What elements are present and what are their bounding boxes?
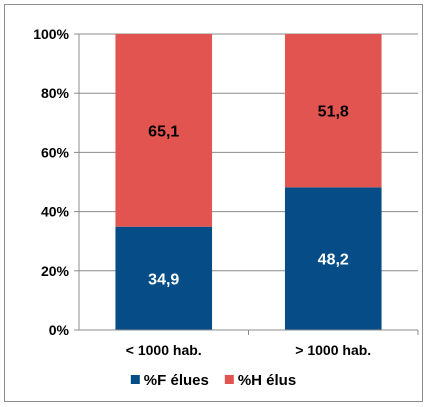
legend: %F élues %H élus [130,372,296,389]
chart-frame: 0% 20% 40% 60% 80% 100% < 1000 hab. > 1000 hab.… [4,4,423,402]
y-tick-label-60: 60% [41,144,70,160]
data-label-h-0: 65,1 [148,123,179,140]
bars [115,34,382,330]
legend-label-h: %H élus [238,372,296,389]
legend-swatch-f [130,375,140,384]
x-category-label-1: > 1000 hab. [295,342,371,358]
data-label-h-1: 51,8 [318,104,349,121]
y-tick-label-20: 20% [41,263,70,279]
y-tick-label-40: 40% [41,204,70,220]
legend-label-f: %F élues [144,372,209,389]
data-label-f-1: 48,2 [318,252,349,269]
y-tick-label-0: 0% [49,322,70,338]
bar-h-0 [115,34,213,227]
y-tick-label-100: 100% [33,26,69,42]
bar-h-1 [284,34,382,188]
y-tick-label-80: 80% [41,85,70,101]
data-labels: 34,9 65,1 48,2 51,8 [148,104,349,289]
stacked-bar-chart: 0% 20% 40% 60% 80% 100% < 1000 hab. > 1000 hab.… [33,26,419,389]
x-category-label-0: < 1000 hab. [126,342,202,358]
legend-swatch-h [224,375,234,384]
legend-item-h: %H élus [224,372,296,389]
legend-item-f: %F élues [130,372,209,389]
axes: 0% 20% 40% 60% 80% 100% < 1000 hab. > 1000 hab. [33,26,419,358]
bar-f-0 [115,226,213,330]
data-label-f-0: 34,9 [148,271,179,288]
bar-f-1 [284,187,382,330]
